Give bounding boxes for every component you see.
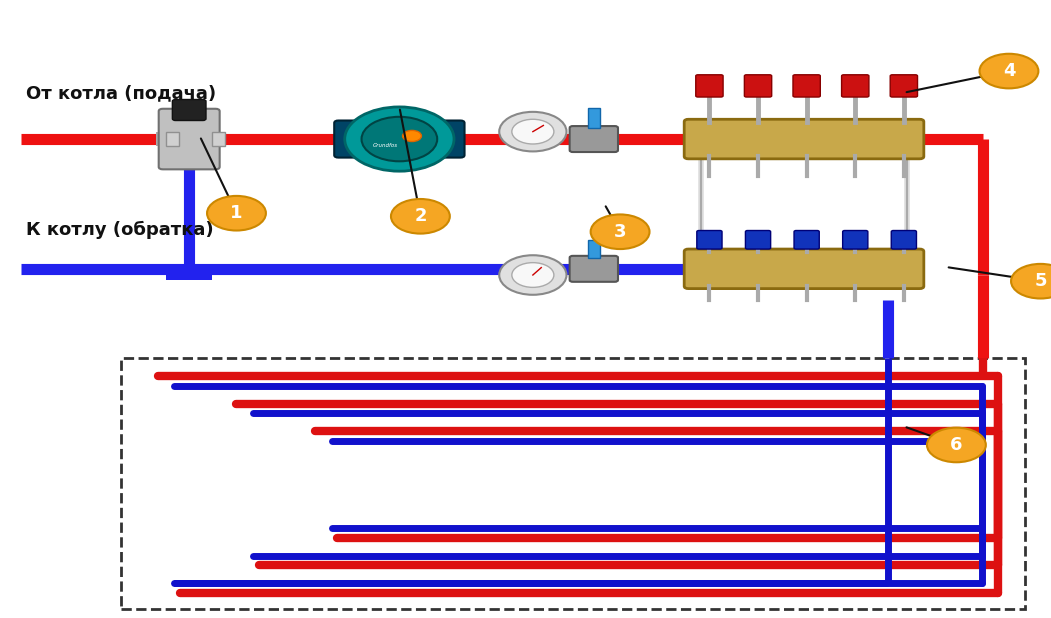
FancyBboxPatch shape xyxy=(570,256,618,282)
Bar xyxy=(588,240,600,258)
Text: 3: 3 xyxy=(614,222,626,241)
FancyBboxPatch shape xyxy=(570,126,618,152)
FancyBboxPatch shape xyxy=(843,231,868,249)
Text: 1: 1 xyxy=(230,204,243,222)
Circle shape xyxy=(499,255,566,295)
FancyBboxPatch shape xyxy=(745,231,770,249)
FancyBboxPatch shape xyxy=(891,231,916,249)
FancyBboxPatch shape xyxy=(842,75,869,97)
FancyBboxPatch shape xyxy=(794,75,821,97)
Bar xyxy=(166,266,212,280)
FancyBboxPatch shape xyxy=(696,75,723,97)
Circle shape xyxy=(512,119,554,144)
Text: От котла (подача): От котла (подача) xyxy=(26,84,217,102)
Circle shape xyxy=(391,199,450,234)
Circle shape xyxy=(362,117,437,161)
Text: 4: 4 xyxy=(1003,62,1015,80)
FancyBboxPatch shape xyxy=(172,99,206,121)
Bar xyxy=(121,358,1025,609)
Circle shape xyxy=(403,130,421,142)
Bar xyxy=(166,132,179,146)
FancyBboxPatch shape xyxy=(795,231,820,249)
FancyBboxPatch shape xyxy=(890,75,918,97)
Text: 6: 6 xyxy=(950,436,963,454)
FancyBboxPatch shape xyxy=(697,231,722,249)
FancyBboxPatch shape xyxy=(744,75,771,97)
Text: К котлу (обратка): К котлу (обратка) xyxy=(26,221,214,239)
FancyBboxPatch shape xyxy=(684,249,924,289)
Text: 5: 5 xyxy=(1034,272,1047,290)
FancyBboxPatch shape xyxy=(159,109,220,169)
Circle shape xyxy=(980,54,1038,88)
Text: 2: 2 xyxy=(414,207,427,226)
FancyBboxPatch shape xyxy=(334,121,465,158)
Circle shape xyxy=(207,196,266,231)
Text: Grundfos: Grundfos xyxy=(373,143,398,148)
Bar xyxy=(588,108,600,128)
FancyBboxPatch shape xyxy=(684,119,924,159)
Circle shape xyxy=(591,214,650,249)
Circle shape xyxy=(499,112,566,151)
Circle shape xyxy=(512,263,554,287)
Circle shape xyxy=(345,107,454,171)
Circle shape xyxy=(927,428,986,462)
Circle shape xyxy=(1011,264,1051,298)
Bar xyxy=(212,132,225,146)
